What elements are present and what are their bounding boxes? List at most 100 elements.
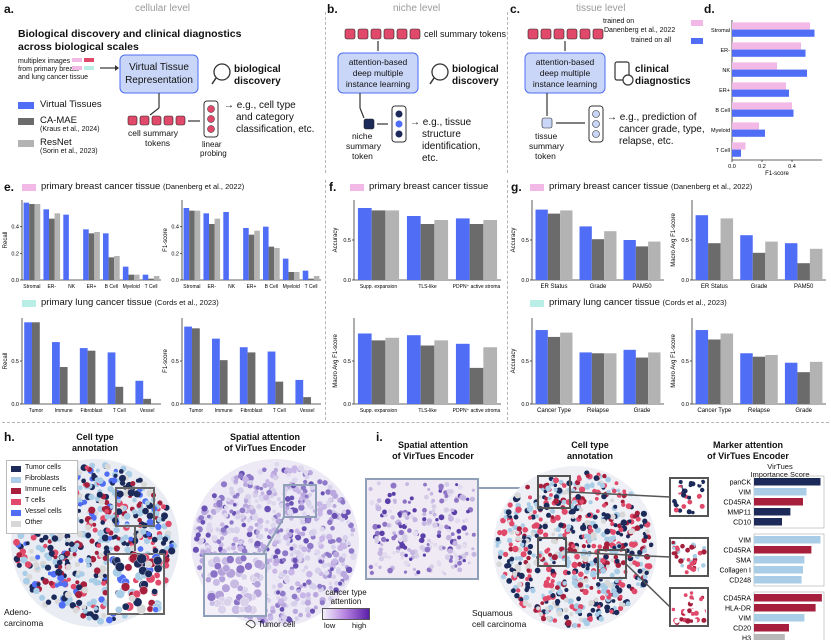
bar-er- <box>732 89 789 97</box>
cell <box>334 580 340 586</box>
cell <box>369 500 375 506</box>
cell <box>565 528 571 533</box>
cell <box>304 494 309 499</box>
cell <box>533 522 540 529</box>
cell <box>303 565 309 570</box>
cell <box>331 512 338 519</box>
panel-b-tokens-label: cell summary tokens <box>424 29 507 39</box>
cell <box>292 507 298 514</box>
cell <box>496 561 503 568</box>
marker-label: VIM <box>739 538 752 545</box>
cell <box>566 570 571 575</box>
cell <box>161 517 166 522</box>
x-tick-label: PAM50 <box>794 284 814 290</box>
bar-t-cell <box>302 270 309 280</box>
x-tick-label: ER- <box>207 284 216 290</box>
cell <box>544 496 548 501</box>
cell <box>326 533 333 541</box>
marker-bar <box>754 594 822 602</box>
x-tick-label: Myeloid <box>123 284 140 290</box>
marker-label: HLA-DR <box>725 606 751 613</box>
cell <box>152 547 159 554</box>
bar-nk <box>223 212 229 280</box>
legend-item: Vessel cells <box>11 508 73 519</box>
cell <box>610 521 615 527</box>
cell <box>422 553 426 557</box>
cell <box>234 475 240 481</box>
cell <box>76 599 83 606</box>
cell <box>687 495 692 500</box>
cell <box>431 509 436 513</box>
bar-er- <box>732 49 806 57</box>
cell <box>408 514 414 519</box>
cell <box>274 461 280 467</box>
cell <box>57 533 64 540</box>
cell <box>455 483 459 487</box>
cell <box>405 482 409 486</box>
panel-h-images <box>11 459 359 629</box>
bar-myeloid <box>133 274 140 280</box>
cell <box>22 570 28 577</box>
cell <box>289 501 294 506</box>
cell <box>229 499 235 505</box>
cell <box>562 490 567 495</box>
cell <box>546 576 551 581</box>
cell <box>431 504 437 509</box>
cell <box>514 556 519 561</box>
connector <box>565 551 671 558</box>
cell <box>673 507 679 513</box>
cell <box>589 585 594 590</box>
marker-bar <box>754 624 789 632</box>
cell <box>684 570 689 575</box>
cell <box>306 570 313 578</box>
cell <box>509 567 514 572</box>
cell <box>538 517 543 522</box>
x-tick-label: ER Status <box>540 284 567 290</box>
panel-a-output-2: and category <box>236 112 294 123</box>
cell <box>122 505 128 511</box>
bar-pdpn-active-stroma <box>469 367 484 404</box>
cell <box>153 556 163 566</box>
x-tick-label: B Cell <box>265 284 278 290</box>
cell <box>587 538 592 544</box>
cell <box>553 494 559 500</box>
cell <box>125 542 130 547</box>
cell <box>116 536 121 541</box>
cell <box>680 501 685 505</box>
cell <box>198 515 204 521</box>
cell <box>569 611 574 617</box>
cell <box>596 589 602 594</box>
cell <box>584 483 591 490</box>
cell <box>674 545 680 551</box>
bar-myeloid <box>732 129 765 137</box>
cell <box>238 473 244 479</box>
cell <box>101 580 107 586</box>
cell <box>236 510 240 514</box>
cell <box>306 579 312 585</box>
cell <box>72 606 80 614</box>
panel-b-tokens <box>344 28 421 40</box>
cell <box>249 505 255 510</box>
score-title-2: Importance Score <box>750 470 810 479</box>
token <box>383 28 395 40</box>
cell <box>265 519 270 524</box>
y-tick-label: 0.2 <box>171 251 179 257</box>
zoom-box <box>283 484 317 518</box>
cell <box>680 543 685 549</box>
cell <box>285 541 291 547</box>
cell <box>304 599 311 606</box>
cell <box>345 566 353 573</box>
cell <box>275 533 281 539</box>
cell <box>256 503 262 510</box>
tissue-text-2: summary <box>529 141 564 151</box>
cell <box>398 524 403 529</box>
cell <box>165 530 171 536</box>
bar-er- <box>83 229 89 280</box>
x-tick-label: TLS-like <box>418 284 437 290</box>
cell <box>268 615 274 621</box>
y-tick-label: 0.4 <box>171 225 179 231</box>
token <box>127 115 138 126</box>
cell <box>218 546 223 552</box>
cell <box>79 571 85 577</box>
cell <box>513 514 519 520</box>
